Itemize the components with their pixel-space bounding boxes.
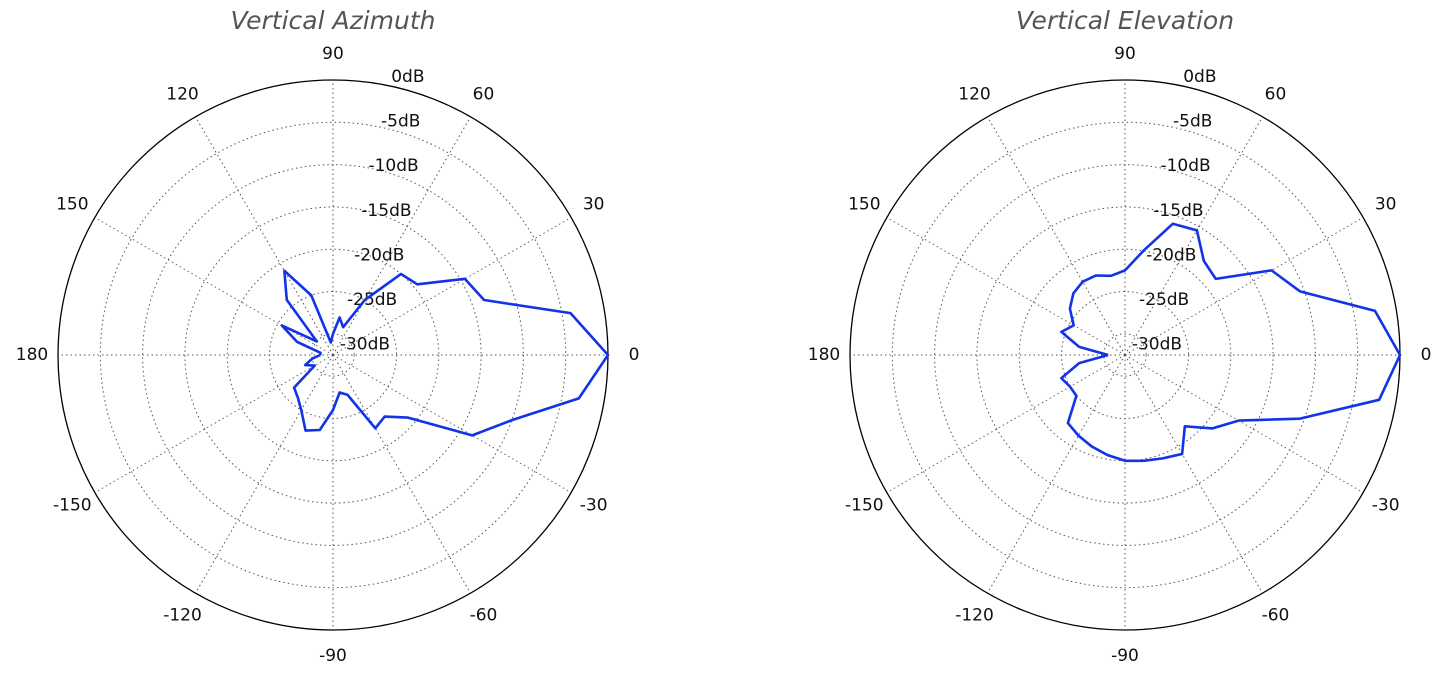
chart-title: Vertical Elevation bbox=[1016, 6, 1234, 35]
angle-tick-label: 60 bbox=[473, 84, 495, 104]
grid-spoke bbox=[195, 354, 334, 594]
grid-spoke bbox=[94, 217, 334, 356]
grid-spoke bbox=[987, 116, 1126, 356]
angle-tick-label: -120 bbox=[955, 606, 994, 626]
angle-tick-label: 90 bbox=[322, 44, 344, 64]
r-tick-label: -25dB bbox=[1139, 290, 1189, 310]
angle-tick-label: -90 bbox=[1111, 646, 1139, 666]
angle-tick-label: 150 bbox=[56, 195, 88, 215]
r-tick-label: -5dB bbox=[381, 112, 420, 132]
grid-spoke bbox=[1124, 217, 1364, 356]
angle-tick-label: 30 bbox=[1375, 195, 1397, 215]
angle-tick-label: 0 bbox=[629, 345, 640, 365]
grid-spoke bbox=[987, 354, 1126, 594]
pattern-line bbox=[280, 269, 610, 437]
grid-ring bbox=[99, 121, 567, 589]
r-tick-label: 0dB bbox=[391, 67, 424, 87]
grid-ring bbox=[184, 206, 482, 504]
grid-spoke bbox=[1124, 354, 1364, 493]
grid-spoke bbox=[886, 354, 1126, 493]
grid-spoke bbox=[332, 354, 471, 594]
grid-spoke bbox=[332, 217, 572, 356]
r-tick-label: -25dB bbox=[347, 290, 397, 310]
grid-spoke bbox=[94, 354, 334, 493]
r-tick-label: -30dB bbox=[1132, 335, 1182, 355]
grid-spoke bbox=[886, 217, 1126, 356]
r-tick-label: -20dB bbox=[354, 245, 404, 265]
angle-tick-label: 120 bbox=[958, 84, 990, 104]
angle-tick-label: -120 bbox=[163, 606, 202, 626]
angle-tick-label: -60 bbox=[1262, 606, 1290, 626]
angle-tick-label: -30 bbox=[580, 496, 608, 516]
grid-spoke bbox=[332, 116, 471, 356]
r-tick-label: -5dB bbox=[1173, 112, 1212, 132]
angle-tick-label: -150 bbox=[53, 496, 92, 516]
angle-tick-label: -90 bbox=[319, 646, 347, 666]
grid-spoke bbox=[195, 116, 334, 356]
r-tick-label: -10dB bbox=[1160, 156, 1210, 176]
r-tick-label: -15dB bbox=[361, 201, 411, 221]
grid-spoke bbox=[1124, 116, 1263, 356]
chart-title: Vertical Azimuth bbox=[230, 6, 435, 35]
angle-tick-label: 60 bbox=[1265, 84, 1287, 104]
r-tick-label: -10dB bbox=[368, 156, 418, 176]
angle-tick-label: 180 bbox=[16, 345, 48, 365]
angle-tick-label: -60 bbox=[470, 606, 498, 626]
angle-tick-label: 90 bbox=[1114, 44, 1136, 64]
angle-tick-label: 150 bbox=[848, 195, 880, 215]
grid-ring bbox=[976, 206, 1274, 504]
grid-spoke bbox=[332, 354, 572, 493]
angle-tick-label: -150 bbox=[845, 496, 884, 516]
grid-ring bbox=[1103, 333, 1147, 377]
grid-ring bbox=[1018, 248, 1232, 462]
grid-ring bbox=[891, 121, 1359, 589]
r-tick-label: -15dB bbox=[1153, 201, 1203, 221]
pattern-line bbox=[1060, 222, 1402, 463]
r-tick-label: 0dB bbox=[1183, 67, 1216, 87]
grid-spoke bbox=[1124, 354, 1263, 594]
angle-tick-label: -30 bbox=[1372, 496, 1400, 516]
angle-tick-label: 30 bbox=[583, 195, 605, 215]
angle-tick-label: 180 bbox=[808, 345, 840, 365]
angle-tick-label: 120 bbox=[166, 84, 198, 104]
grid-ring bbox=[226, 248, 440, 462]
r-tick-label: -30dB bbox=[340, 335, 390, 355]
r-tick-label: -20dB bbox=[1146, 245, 1196, 265]
angle-tick-label: 0 bbox=[1421, 345, 1432, 365]
